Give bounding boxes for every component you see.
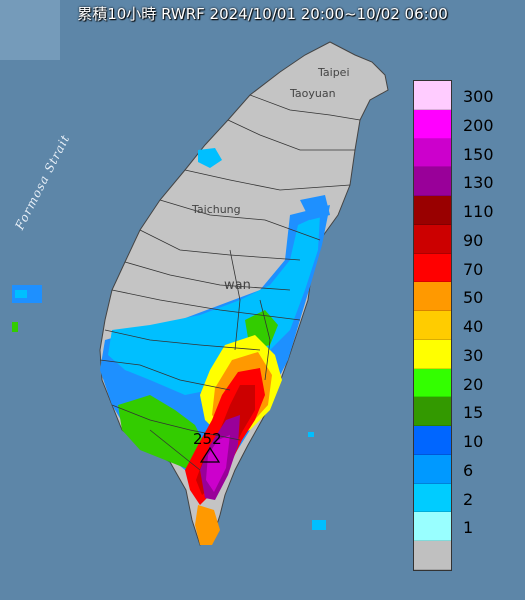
rain-north-patch-2 [300, 195, 330, 220]
legend-swatch [414, 512, 451, 542]
rain-green [118, 395, 205, 470]
legend-swatch [414, 167, 451, 197]
legend-label: 50 [463, 288, 484, 308]
legend-swatch [414, 454, 451, 484]
legend-swatch [414, 368, 451, 398]
legend-label: 20 [463, 374, 484, 394]
legend-label: 150 [463, 144, 494, 164]
legend-labels: 300 200 150 130 110 90 70 50 40 30 20 15 10 6 2 1 [455, 80, 515, 571]
legend-swatch [414, 426, 451, 455]
label-taichung: Taichung [192, 203, 241, 216]
legend-label: 15 [463, 403, 484, 423]
legend-label: 70 [463, 259, 484, 279]
label-taiwan: wan [224, 278, 251, 293]
legend-swatch [414, 311, 451, 340]
legend-swatch [414, 397, 451, 427]
legend-label: 10 [463, 432, 484, 452]
legend-label: 1 [463, 518, 474, 538]
legend-swatch [414, 253, 451, 283]
legend-swatch [414, 483, 451, 513]
rain-magenta [206, 435, 230, 492]
green-island-rain [308, 432, 314, 437]
legend-label: 2 [463, 489, 474, 509]
legend-label: 30 [463, 345, 484, 365]
legend-label: 6 [463, 460, 474, 480]
max-value-label: 252 [193, 430, 222, 448]
legend-label: 40 [463, 317, 484, 337]
legend-label: 110 [463, 202, 494, 222]
legend-swatch [414, 138, 451, 168]
map-title: 累積10小時 RWRF 2024/10/01 20:00~10/02 06:00 [77, 5, 448, 23]
legend-label: 300 [463, 87, 494, 106]
label-taoyuan: Taoyuan [290, 87, 336, 100]
max-marker-icon [199, 446, 221, 463]
rain-north-patch [198, 148, 222, 168]
legend-colorbar [413, 80, 452, 571]
legend-swatch [414, 282, 451, 312]
legend-swatch [414, 224, 451, 254]
penghu-rain-3 [12, 322, 18, 332]
legend-swatch [414, 81, 451, 110]
legend-swatch [414, 339, 451, 369]
county-boundaries [99, 94, 361, 471]
legend-swatch [414, 196, 451, 225]
legend-swatch [414, 541, 451, 571]
rain-orange-tip [195, 505, 220, 545]
legend-label: 90 [463, 230, 484, 250]
legend-label: 130 [463, 173, 494, 193]
legend-label: 200 [463, 115, 494, 135]
legend-swatch [414, 109, 451, 139]
lanyu-rain [312, 520, 326, 530]
label-taipei: Taipei [318, 66, 350, 79]
cloud-texture [0, 0, 60, 60]
penghu-rain-2 [15, 290, 27, 298]
